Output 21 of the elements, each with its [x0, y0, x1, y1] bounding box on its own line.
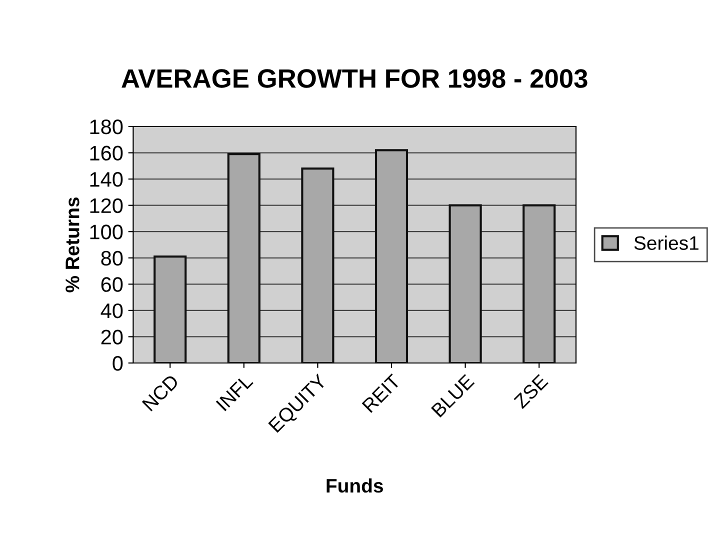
y-tick-label: 160	[90, 146, 123, 161]
x-axis-title: Funds	[326, 478, 383, 493]
y-tick-label: 60	[101, 277, 123, 292]
y-tick-label: 100	[90, 224, 123, 240]
x-tick-label: INFL	[216, 374, 254, 412]
y-axis-title: % Returns	[66, 197, 80, 292]
y-tick-label: 80	[101, 250, 123, 266]
y-tick-label: 120	[90, 198, 123, 214]
bar	[301, 168, 334, 363]
y-tick-label: 140	[90, 172, 123, 187]
legend-label: Series1	[634, 236, 698, 250]
y-tick-label: 20	[101, 330, 123, 344]
bar	[448, 204, 482, 363]
y-tick-label: 0	[112, 356, 123, 371]
y-tick-label: 40	[100, 303, 123, 318]
bar	[227, 153, 260, 363]
bar	[522, 204, 556, 363]
chart-title: AVERAGE GROWTH FOR 1998 - 2003	[122, 69, 588, 88]
bar	[154, 256, 187, 363]
bar	[374, 149, 408, 363]
y-tick-label: 180	[90, 120, 123, 134]
